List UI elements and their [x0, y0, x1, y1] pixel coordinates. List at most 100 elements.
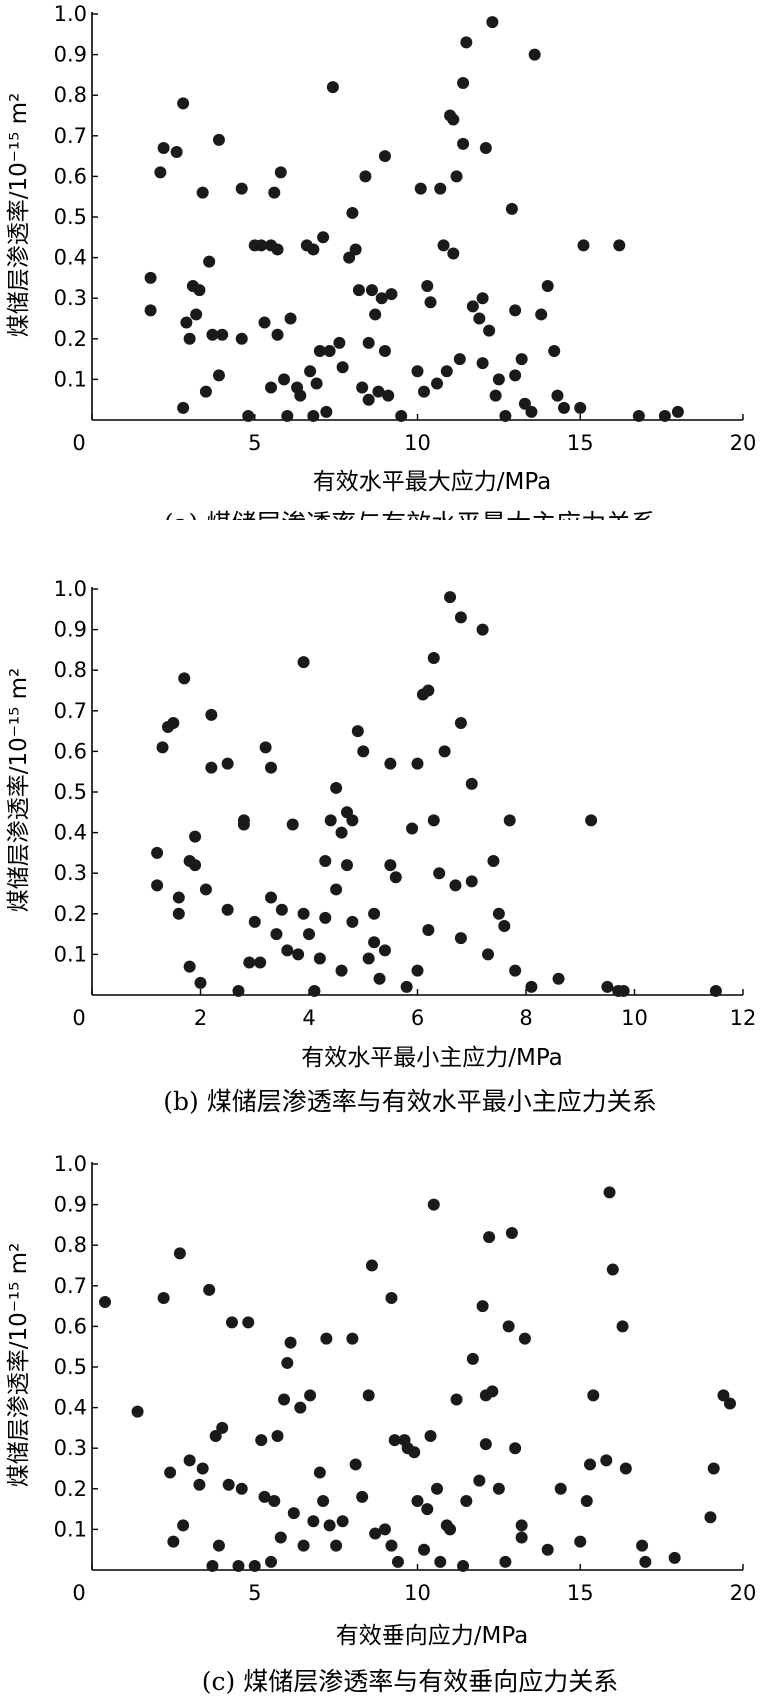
chart-a-x-tick-label: 20: [730, 431, 757, 455]
chart-a-data-point: [258, 316, 271, 329]
chart-b-data-point: [237, 818, 250, 831]
chart-c-data-point: [349, 1458, 362, 1471]
chart-b-y-tick-label: 0.7: [54, 699, 87, 723]
chart-a-data-point: [509, 304, 522, 317]
chart-a-data-point: [144, 271, 157, 284]
chart-a-data-point: [307, 409, 320, 422]
chart-c-y-tick-label: 0.1: [54, 1517, 87, 1541]
chart-a-data-point: [183, 332, 196, 345]
chart-c-y-tick-label: 0.2: [54, 1477, 87, 1501]
chart-a-data-point: [577, 239, 590, 252]
chart-a-data-point: [255, 239, 268, 252]
chart-b-data-point: [476, 623, 489, 636]
chart-c-data-point: [704, 1511, 717, 1524]
chart-c-data-point: [587, 1389, 600, 1402]
chart-a-data-point: [372, 385, 385, 398]
chart-a-data-point: [557, 401, 570, 414]
chart-c-data-point: [320, 1332, 333, 1345]
chart-a-data-point: [535, 308, 548, 321]
chart-b-x-axis-label: 有效水平最小主应力/MPa: [301, 1045, 563, 1071]
chart-a-data-point: [154, 166, 167, 179]
chart-c-data-point: [284, 1336, 297, 1349]
chart-c-data-point: [336, 1515, 349, 1528]
chart-a-data-point: [632, 409, 645, 422]
chart-c-data-point: [173, 1247, 186, 1260]
chart-a-data-point: [378, 150, 391, 163]
chart-c-data-point: [668, 1551, 681, 1564]
chart-b-x-tick-label: 8: [519, 1006, 532, 1030]
chart-b-data-point: [552, 972, 565, 985]
chart-c-y-tick-label: 0.8: [54, 1233, 87, 1257]
chart-c-data-point: [518, 1332, 531, 1345]
chart-a-data-point: [271, 243, 284, 256]
chart-c-data-point: [515, 1531, 528, 1544]
chart-c-data-point: [434, 1555, 447, 1568]
chart-c-data-point: [258, 1490, 271, 1503]
chart-a-data-point: [460, 36, 473, 49]
chart-a-data-point: [658, 409, 671, 422]
chart-c-data-point: [424, 1430, 437, 1443]
chart-a-data-point: [385, 288, 398, 301]
chart-a-data-point: [483, 324, 496, 337]
chart-b-data-point: [465, 875, 478, 888]
chart-c-data-point: [193, 1478, 206, 1491]
chart-c-data-point: [265, 1555, 278, 1568]
chart-c-data-point: [330, 1539, 343, 1552]
chart-c-data-point: [287, 1507, 300, 1520]
chart-b-data-point: [243, 956, 256, 969]
chart-b-data-point: [503, 814, 516, 827]
chart-c-data-point: [274, 1531, 287, 1544]
chart-a-data-point: [548, 344, 561, 357]
chart-a-data-point: [525, 405, 538, 418]
chart-a-data-point: [235, 332, 248, 345]
chart-a-y-tick-label: 0.5: [54, 205, 87, 229]
chart-a-data-point: [486, 16, 499, 29]
chart-b-y-tick-label: 0.1: [54, 942, 87, 966]
chart-a-data-point: [196, 186, 209, 199]
chart-c-data-point: [323, 1519, 336, 1532]
chart-a-x-tick-label: 15: [567, 431, 594, 455]
chart-c-data-point: [268, 1494, 281, 1507]
chart-a-data-point: [466, 300, 479, 313]
chart-a-data-point: [203, 255, 216, 268]
chart-a-data-point: [144, 304, 157, 317]
chart-a-y-tick-label: 1.0: [54, 2, 87, 26]
chart-b-data-point: [335, 964, 348, 977]
chart-b-data-point: [275, 903, 288, 916]
chart-b-data-point: [378, 944, 391, 957]
chart-a-data-point: [447, 247, 460, 260]
chart-c-data-point: [196, 1462, 209, 1475]
chart-c-data-point: [636, 1539, 649, 1552]
chart-b-data-point: [368, 936, 381, 949]
chart-a-data-point: [362, 336, 375, 349]
chart-c-data-point: [388, 1434, 401, 1447]
chart-c-data-point: [515, 1519, 528, 1532]
chart-b-data-point: [265, 761, 278, 774]
chart-a-data-point: [349, 243, 362, 256]
chart-b-data-point: [303, 928, 315, 941]
chart-a-data-point: [177, 97, 190, 110]
chart-c-x-tick-label: 5: [248, 1581, 261, 1605]
chart-c-data-point: [483, 1231, 496, 1244]
chart-c-data-point: [209, 1430, 222, 1443]
chart-b-data-point: [709, 984, 722, 997]
chart-b-data-point: [248, 915, 261, 928]
chart-c-x-tick-label: 15: [567, 1581, 594, 1605]
chart-b-data-point: [454, 932, 467, 945]
chart-b: 2 4 6 8 10 12 0.1 0.2 0.3 0.4 0.5 0.6 0.7 0.8 0.9 1.0 0…: [6, 577, 756, 1116]
chart-b-data-point: [438, 745, 451, 758]
chart-a-data-point: [437, 239, 450, 252]
chart-b-data-point: [151, 846, 164, 859]
chart-b-y-tick-label: 0.3: [54, 861, 87, 885]
chart-b-data-point: [411, 757, 424, 770]
chart-a-data-point: [343, 251, 356, 264]
chart-c-data-point: [248, 1559, 261, 1572]
chart-a-data-point: [212, 369, 225, 382]
chart-c-data-point: [444, 1523, 457, 1536]
chart-a-caption: (a) 煤储层渗透率与有效水平最大主应力关系: [164, 509, 656, 520]
chart-b-data-point: [189, 859, 202, 872]
chart-c-data-point: [492, 1482, 505, 1495]
chart-b-data-point: [340, 859, 353, 872]
chart-b-data-point: [292, 948, 305, 961]
chart-c-data-point: [427, 1198, 440, 1211]
